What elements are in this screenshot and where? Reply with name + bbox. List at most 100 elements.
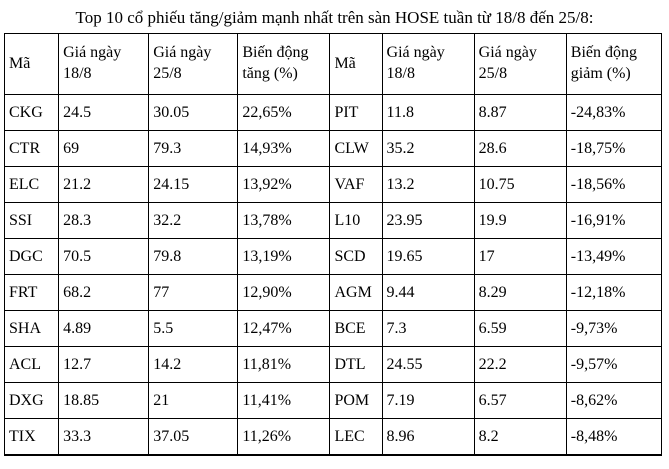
table-row: CKG 24.5 30.05 22,65% PIT 11.8 8.87 -24,83% [3, 94, 663, 131]
table-cell: 11,41% [237, 382, 331, 419]
table-cell: 37.05 [148, 418, 239, 456]
table-cell: 8.29 [473, 274, 567, 311]
table-cell: 11.8 [381, 94, 475, 131]
column-header-price-18-losers: Giá ngày 18/8 [381, 33, 475, 95]
table-cell: CTR [3, 130, 60, 167]
table-cell: -8,62% [565, 382, 663, 419]
table-cell: VAF [329, 166, 383, 203]
table-cell: 28.3 [58, 202, 150, 239]
table-cell: 8.96 [381, 418, 475, 456]
table-cell: 9.44 [381, 274, 475, 311]
table-cell: L10 [329, 202, 383, 239]
table-cell: 12,47% [237, 310, 331, 347]
table-cell: 7.19 [381, 382, 475, 419]
table-cell: -12,18% [565, 274, 663, 311]
table-cell: 6.59 [473, 310, 567, 347]
table-cell: -13,49% [565, 238, 663, 275]
table-cell: -9,57% [565, 346, 663, 383]
table-cell: -9,73% [565, 310, 663, 347]
table-cell: -18,75% [565, 130, 663, 167]
table-cell: 33.3 [58, 418, 150, 456]
table-cell: 10.75 [473, 166, 567, 203]
table-cell: LEC [329, 418, 383, 456]
table-cell: 8.2 [473, 418, 567, 456]
table-cell: 24.5 [58, 94, 150, 131]
table-row: FRT 68.2 77 12,90% AGM 9.44 8.29 -12,18% [3, 274, 663, 311]
table-cell: 13,19% [237, 238, 331, 275]
table-cell: 22,65% [237, 94, 331, 131]
table-cell: 23.95 [381, 202, 475, 239]
column-header-price-18-gainers: Giá ngày 18/8 [58, 33, 150, 95]
table-row: TIX 33.3 37.05 11,26% LEC 8.96 8.2 -8,48% [3, 418, 663, 456]
table-row: CTR 69 79.3 14,93% CLW 35.2 28.6 -18,75% [3, 130, 663, 167]
table-cell: 30.05 [148, 94, 239, 131]
table-cell: 14,93% [237, 130, 331, 167]
document-title: Top 10 cổ phiếu tăng/giảm mạnh nhất trên… [75, 8, 594, 27]
table-cell: 79.8 [148, 238, 239, 275]
table-cell: 5.5 [148, 310, 239, 347]
table-cell: 18.85 [58, 382, 150, 419]
table-cell: 14.2 [148, 346, 239, 383]
table-cell: 6.57 [473, 382, 567, 419]
table-cell: 19.9 [473, 202, 567, 239]
table-cell: 12.7 [58, 346, 150, 383]
table-cell: SSI [3, 202, 60, 239]
column-header-ma-losers: Mã [329, 33, 383, 95]
table-cell: PIT [329, 94, 383, 131]
table-cell: AGM [329, 274, 383, 311]
table-body: CKG 24.5 30.05 22,65% PIT 11.8 8.87 -24,83% CTR 6… [3, 94, 663, 456]
table-cell: 12,90% [237, 274, 331, 311]
column-header-price-25-gainers: Giá ngày 25/8 [148, 33, 239, 95]
table-cell: ELC [3, 166, 60, 203]
table-cell: 35.2 [381, 130, 475, 167]
table-cell: 19.65 [381, 238, 475, 275]
table-cell: -18,56% [565, 166, 663, 203]
table-cell: DGC [3, 238, 60, 275]
table-row: DGC 70.5 79.8 13,19% SCD 19.65 17 -13,49% [3, 238, 663, 275]
table-cell: 13,92% [237, 166, 331, 203]
table-row: ELC 21.2 24.15 13,92% VAF 13.2 10.75 -18,56% [3, 166, 663, 203]
table-cell: 11,81% [237, 346, 331, 383]
table-row: ACL 12.7 14.2 11,81% DTL 24.55 22.2 -9,57% [3, 346, 663, 383]
table-cell: SHA [3, 310, 60, 347]
column-header-ma-gainers: Mã [3, 33, 60, 95]
table-cell: -16,91% [565, 202, 663, 239]
table-cell: 24.55 [381, 346, 475, 383]
table-cell: TIX [3, 418, 60, 456]
table-row: DXG 18.85 21 11,41% POM 7.19 6.57 -8,62% [3, 382, 663, 419]
table-cell: POM [329, 382, 383, 419]
table-cell: 22.2 [473, 346, 567, 383]
table-cell: 17 [473, 238, 567, 275]
table-cell: 7.3 [381, 310, 475, 347]
table-cell: 24.15 [148, 166, 239, 203]
stocks-table: Mã Giá ngày 18/8 Giá ngày 25/8 Biến động… [3, 33, 663, 456]
table-row: SHA 4.89 5.5 12,47% BCE 7.3 6.59 -9,73% [3, 310, 663, 347]
table-cell: FRT [3, 274, 60, 311]
table-cell: 77 [148, 274, 239, 311]
table-row: SSI 28.3 32.2 13,78% L10 23.95 19.9 -16,91% [3, 202, 663, 239]
table-cell: ACL [3, 346, 60, 383]
table-cell: CKG [3, 94, 60, 131]
table-cell: 21 [148, 382, 239, 419]
table-cell: 32.2 [148, 202, 239, 239]
table-cell: 13.2 [381, 166, 475, 203]
column-header-change-down: Biến động giảm (%) [565, 33, 663, 95]
table-cell: CLW [329, 130, 383, 167]
table-cell: 68.2 [58, 274, 150, 311]
table-cell: 13,78% [237, 202, 331, 239]
table-cell: -24,83% [565, 94, 663, 131]
table-cell: BCE [329, 310, 383, 347]
column-header-price-25-losers: Giá ngày 25/8 [473, 33, 567, 95]
table-cell: SCD [329, 238, 383, 275]
table-cell: 4.89 [58, 310, 150, 347]
table-cell: 11,26% [237, 418, 331, 456]
column-header-change-up: Biến động tăng (%) [237, 33, 331, 95]
table-cell: -8,48% [565, 418, 663, 456]
table-cell: DXG [3, 382, 60, 419]
table-header-row: Mã Giá ngày 18/8 Giá ngày 25/8 Biến động… [3, 33, 663, 95]
table-cell: 79.3 [148, 130, 239, 167]
table-cell: 8.87 [473, 94, 567, 131]
table-cell: 69 [58, 130, 150, 167]
table-cell: 21.2 [58, 166, 150, 203]
